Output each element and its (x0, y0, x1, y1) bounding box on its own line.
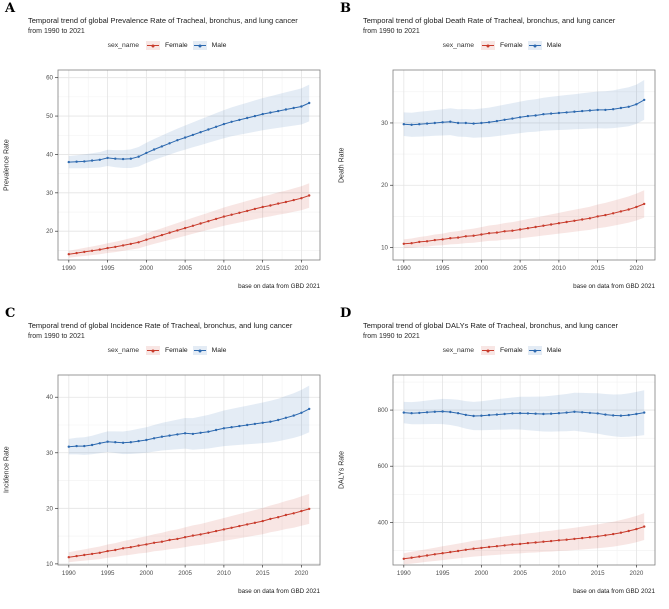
y-tick-label: 30 (46, 190, 53, 197)
x-tick-label: 2000 (139, 265, 153, 272)
legend-b: sex_name Female Male (335, 41, 669, 50)
y-tick-label: 10 (46, 561, 53, 568)
legend-title: sex_name (442, 347, 474, 354)
legend-key-female-icon (480, 41, 495, 50)
y-tick-label: 50 (46, 113, 53, 120)
y-tick-label: 20 (46, 228, 53, 235)
panel-a: A Temporal trend of global Prevalence Ra… (0, 0, 334, 304)
x-tick-label: 2005 (178, 570, 192, 577)
x-tick-label: 2010 (217, 265, 231, 272)
y-tick-label: 40 (46, 151, 53, 158)
legend-key-male-icon (192, 41, 207, 50)
x-tick-label: 2020 (630, 265, 644, 272)
x-tick-label: 1995 (436, 570, 450, 577)
panel-c: C Temporal trend of global Incidence Rat… (0, 305, 334, 609)
x-tick-label: 1995 (436, 265, 450, 272)
y-tick-label: 30 (381, 120, 388, 127)
chart-subtitle-d: from 1990 to 2021 (363, 333, 420, 340)
y-tick-label: 600 (378, 463, 389, 470)
x-tick-label: 1990 (397, 265, 411, 272)
legend-label-male: Male (211, 42, 227, 49)
x-tick-label: 2005 (513, 570, 527, 577)
legend-key-female-icon (145, 41, 160, 50)
x-tick-label: 1990 (62, 570, 76, 577)
x-tick-label: 2005 (178, 265, 192, 272)
legend-d: sex_name Female Male (335, 346, 669, 355)
panel-letter-d: D (340, 306, 352, 321)
legend-label-female: Female (164, 347, 188, 354)
legend-a: sex_name Female Male (0, 41, 334, 50)
x-tick-label: 2020 (295, 570, 309, 577)
y-tick-label: 20 (46, 505, 53, 512)
panel-letter-b: B (340, 1, 351, 16)
chart-title-d: Temporal trend of global DALYs Rate of T… (363, 321, 619, 330)
panel-b: B Temporal trend of global Death Rate of… (335, 0, 669, 304)
legend-label-male: Male (546, 42, 562, 49)
plot-area-a: 20 30 40 50 60 1990 1995 2000 2005 2010 2015 2020 (46, 69, 321, 272)
panel-d: D Temporal trend of global DALYs Rate of… (335, 305, 669, 609)
plot-area-c: 10 20 30 40 1990 1995 2000 2005 2010 2015 2020 (46, 374, 321, 577)
x-tick-label: 1995 (101, 265, 115, 272)
y-tick-label: 20 (381, 182, 388, 189)
legend-label-male: Male (211, 347, 227, 354)
x-tick-label: 1990 (397, 570, 411, 577)
chart-title-c: Temporal trend of global Incidence Rate … (28, 321, 293, 330)
x-tick-label: 2015 (591, 265, 605, 272)
x-tick-label: 2010 (217, 570, 231, 577)
data-source-caption-b: base on data from GBD 2021 (573, 283, 655, 290)
x-tick-label: 2015 (256, 265, 270, 272)
legend-label-male: Male (546, 347, 562, 354)
chart-title-b: Temporal trend of global Death Rate of T… (363, 16, 616, 25)
data-source-caption-a: base on data from GBD 2021 (238, 283, 320, 290)
x-tick-label: 1995 (101, 570, 115, 577)
legend-key-male-icon (527, 346, 542, 355)
legend-key-female-icon (480, 346, 495, 355)
chart-subtitle-a: from 1990 to 2021 (28, 28, 85, 35)
chart-subtitle-b: from 1990 to 2021 (363, 28, 420, 35)
x-tick-label: 2010 (552, 265, 566, 272)
legend-title: sex_name (442, 42, 474, 49)
y-tick-label: 60 (46, 75, 53, 82)
data-source-caption-c: base on data from GBD 2021 (238, 588, 320, 595)
legend-key-male-icon (192, 346, 207, 355)
chart-title-a: Temporal trend of global Prevalence Rate… (28, 16, 298, 25)
chart-subtitle-c: from 1990 to 2021 (28, 333, 85, 340)
legend-label-female: Female (164, 42, 188, 49)
y-tick-label: 40 (46, 394, 53, 401)
x-tick-label: 2015 (591, 570, 605, 577)
x-tick-label: 2000 (474, 570, 488, 577)
plot-area-d: 400 600 800 1990 1995 2000 2005 2010 2015 2020 (378, 374, 656, 577)
legend-key-female-icon (145, 346, 160, 355)
legend-key-male-icon (527, 41, 542, 50)
x-tick-label: 2000 (139, 570, 153, 577)
y-tick-label: 800 (378, 407, 389, 414)
legend-title: sex_name (107, 42, 139, 49)
x-tick-label: 1990 (62, 265, 76, 272)
y-tick-label: 10 (381, 245, 388, 252)
x-tick-label: 2005 (513, 265, 527, 272)
y-tick-label: 30 (46, 450, 53, 457)
x-tick-label: 2015 (256, 570, 270, 577)
panel-letter-c: C (5, 306, 16, 321)
legend-label-female: Female (499, 42, 523, 49)
x-tick-label: 2020 (295, 265, 309, 272)
legend-label-female: Female (499, 347, 523, 354)
x-tick-label: 2000 (474, 265, 488, 272)
y-tick-label: 400 (378, 519, 389, 526)
x-tick-label: 2010 (552, 570, 566, 577)
plot-area-b: 10 20 30 1990 1995 2000 2005 2010 2015 2020 (381, 69, 656, 272)
x-tick-label: 2020 (630, 570, 644, 577)
legend-title: sex_name (107, 347, 139, 354)
legend-c: sex_name Female Male (0, 346, 334, 355)
data-source-caption-d: base on data from GBD 2021 (573, 588, 655, 595)
panel-letter-a: A (5, 1, 16, 16)
